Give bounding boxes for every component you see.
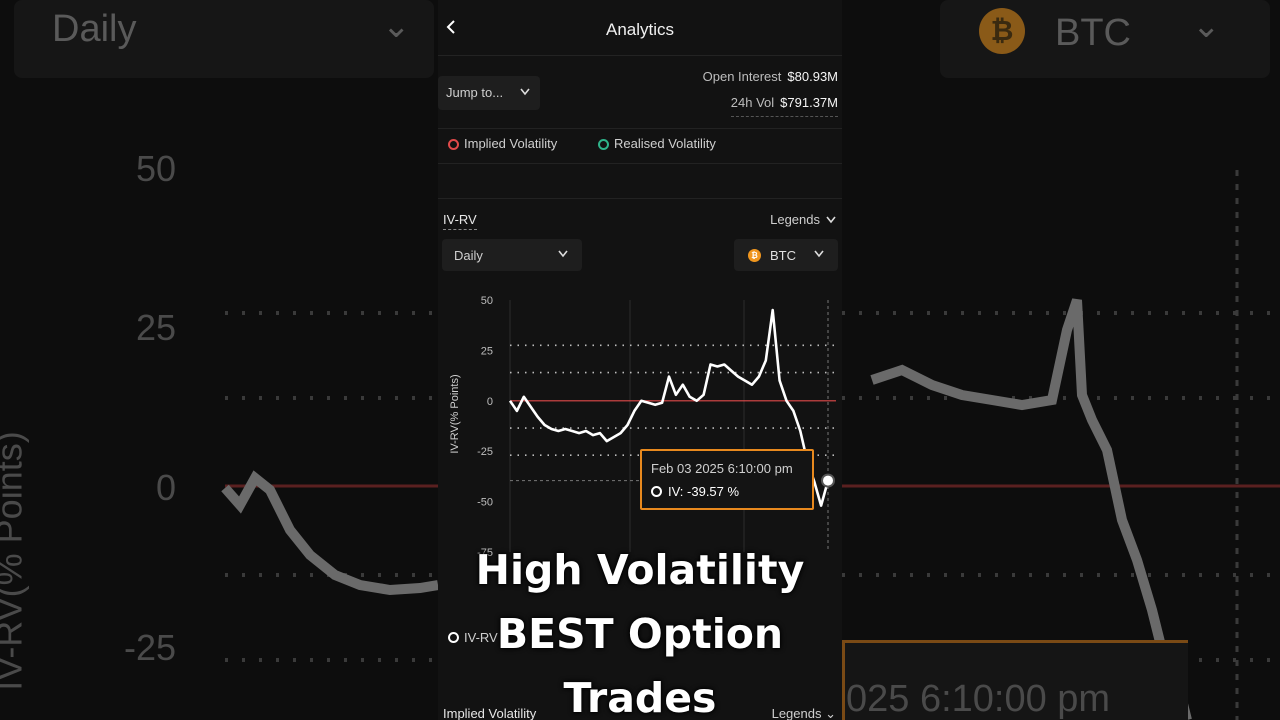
volatility-legend: Implied Volatility Realised Volatility bbox=[438, 128, 842, 164]
caption-line: High Volatility bbox=[475, 546, 805, 594]
legends-button[interactable]: Legends bbox=[770, 212, 836, 227]
asset-value: BTC bbox=[770, 248, 796, 263]
hover-point bbox=[821, 473, 835, 488]
y-tick-label: -75 bbox=[477, 547, 493, 559]
tooltip-date: Feb 03 2025 6:10:00 pm bbox=[651, 461, 793, 476]
legends-label: Legends bbox=[770, 212, 820, 227]
legend-realised-volatility[interactable]: Realised Volatility bbox=[614, 136, 716, 151]
chevron-down-icon bbox=[814, 250, 824, 258]
divider bbox=[438, 198, 842, 199]
caption-line: Trades bbox=[563, 674, 717, 720]
y-axis-label: IV-RV(% Points) bbox=[449, 374, 461, 453]
chevron-down-icon bbox=[520, 88, 530, 96]
series-line-iv-rv bbox=[508, 308, 830, 507]
background-period-label: Daily bbox=[52, 8, 137, 50]
bitcoin-icon: ₿ bbox=[748, 249, 761, 262]
jump-to-dropdown[interactable]: Jump to... bbox=[438, 76, 540, 110]
background-tooltip bbox=[842, 640, 1188, 720]
period-value: Daily bbox=[454, 248, 483, 263]
y-tick-label: -50 bbox=[477, 497, 493, 509]
open-interest-value: $80.93M bbox=[787, 69, 838, 84]
background-chevron-down-icon: ⌄ bbox=[382, 7, 411, 45]
tooltip-value: IV: -39.57 % bbox=[668, 484, 740, 499]
legends-button-2[interactable]: Legends ⌄ bbox=[771, 706, 836, 720]
background-asset-label: BTC bbox=[1055, 12, 1131, 54]
series-legend-label: IV-RV bbox=[464, 630, 498, 645]
implied-volatility-marker-icon bbox=[448, 139, 459, 150]
tooltip-marker-icon bbox=[651, 486, 662, 497]
background-chevron-down-icon: ⌄ bbox=[1192, 7, 1221, 45]
y-tick-label: 50 bbox=[481, 295, 493, 307]
legend-implied-volatility[interactable]: Implied Volatility bbox=[464, 136, 558, 151]
asset-select[interactable]: ₿ BTC bbox=[734, 239, 838, 271]
y-tick-label: 25 bbox=[481, 345, 493, 357]
background-left-chart bbox=[221, 311, 438, 662]
implied-volatility-section-title: Implied Volatility bbox=[443, 706, 537, 720]
volume-label: 24h Vol bbox=[730, 95, 775, 110]
background-ytick: 25 bbox=[135, 307, 176, 348]
background-period-select bbox=[14, 0, 434, 78]
chevron-down-icon bbox=[558, 250, 568, 258]
legends-label: Legends bbox=[771, 706, 822, 720]
background-ytick: -25 bbox=[123, 627, 176, 668]
caption-line: BEST Option bbox=[496, 610, 784, 658]
period-select[interactable]: Daily bbox=[442, 239, 582, 271]
background-right-panel bbox=[842, 0, 1280, 720]
realised-volatility-marker-icon bbox=[598, 139, 609, 150]
background-left-panel: Daily ⌄ 50 25 0 -25 IV-RV(% Points) bbox=[0, 0, 438, 720]
y-tick-label: -25 bbox=[477, 446, 493, 458]
video-caption: High Volatility BEST Option Trades bbox=[440, 538, 840, 720]
chart-tooltip: Feb 03 2025 6:10:00 pm IV: -39.57 % bbox=[640, 449, 814, 510]
volume-stat: 24h Vol $791.37M bbox=[730, 95, 838, 117]
background-tooltip-text: 025 6:10:00 pm bbox=[846, 678, 1111, 720]
volume-value: $791.37M bbox=[780, 95, 838, 110]
y-tick-label: 0 bbox=[487, 396, 493, 408]
top-bar: Analytics bbox=[438, 0, 842, 56]
analytics-screen: Analytics Jump to... Open Interest $80.93… bbox=[438, 0, 842, 720]
back-arrow-icon[interactable] bbox=[444, 20, 458, 34]
iv-rv-chart[interactable]: 50 25 0 -25 -50 -75 IV-RV(% Points) bbox=[438, 290, 842, 570]
page-title: Analytics bbox=[605, 20, 675, 39]
open-interest-label: Open Interest bbox=[702, 69, 782, 84]
background-right-chart bbox=[842, 170, 1280, 720]
chevron-down-icon bbox=[826, 216, 836, 224]
open-interest-stat: Open Interest $80.93M bbox=[703, 69, 838, 84]
background-bitcoin-icon: ₿ bbox=[979, 8, 1025, 54]
section-title: IV-RV bbox=[443, 212, 477, 230]
jump-to-label: Jump to... bbox=[446, 85, 504, 100]
background-ytick: 50 bbox=[135, 148, 176, 189]
series-marker-icon bbox=[448, 632, 459, 643]
background-ytick: 0 bbox=[155, 467, 176, 508]
